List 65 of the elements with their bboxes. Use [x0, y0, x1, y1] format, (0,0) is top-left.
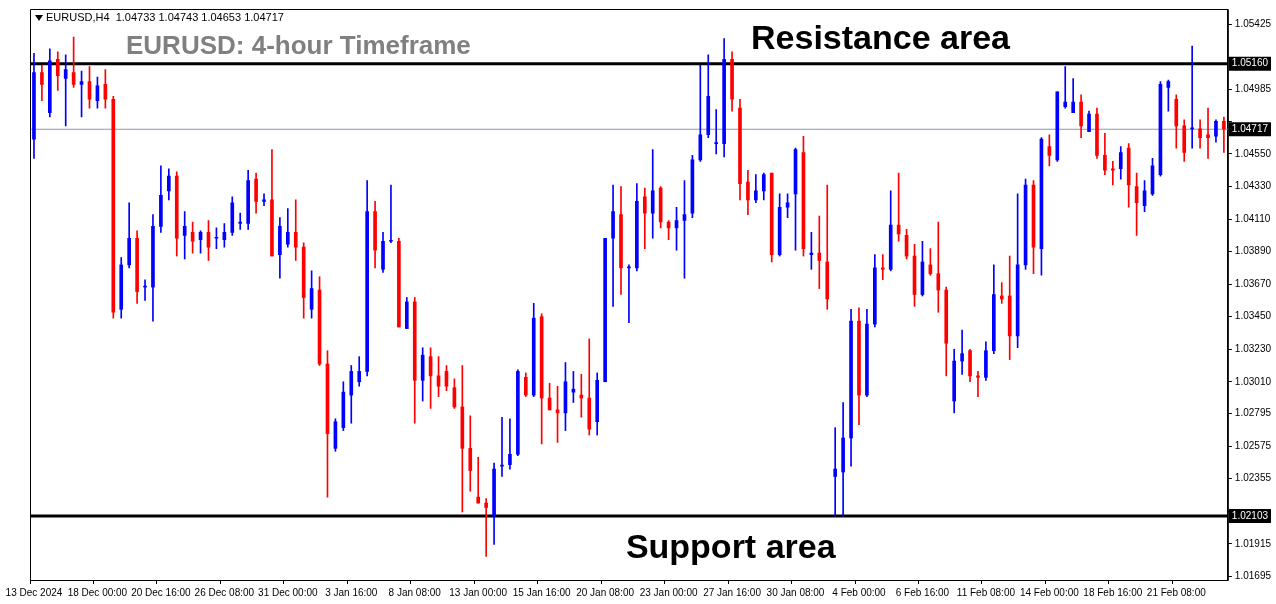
candlestick — [817, 215, 822, 289]
y-tick-label: 1.01695 — [1234, 570, 1272, 582]
candlestick — [1111, 161, 1115, 186]
candlestick — [1190, 45, 1194, 149]
y-tick-label: 1.04330 — [1234, 180, 1272, 192]
x-tick-label: 11 Feb 08:00 — [956, 586, 1016, 598]
candlestick — [484, 498, 488, 557]
y-tick-label: 1.03450 — [1234, 310, 1272, 322]
candlestick — [476, 456, 481, 504]
y-tick-label: 1.04550 — [1234, 147, 1272, 159]
x-tick-label: 20 Dec 16:00 — [131, 586, 192, 598]
candlestick — [182, 211, 187, 260]
candlestick — [238, 212, 243, 230]
annotation: Resistance area — [751, 17, 1012, 56]
candlestick — [833, 427, 838, 517]
candlestick — [293, 199, 298, 261]
y-tick-label: 1.01915 — [1234, 537, 1272, 549]
candlestick — [650, 149, 655, 239]
y-tick-label: 1.03670 — [1234, 277, 1272, 289]
y-tick-label: 1.04985 — [1234, 83, 1272, 95]
annotation: EURUSD,H4 1.04733 1.04743 1.04653 1.04717 — [46, 11, 284, 24]
x-tick-label: 31 Dec 00:00 — [258, 586, 318, 598]
candlestick — [1206, 107, 1210, 159]
x-tick-label: 13 Dec 2024 — [5, 586, 63, 598]
candlestick — [976, 371, 980, 397]
y-tick-label: 1.03890 — [1234, 245, 1272, 257]
x-tick-label: 14 Feb 00:00 — [1019, 586, 1080, 598]
x-tick-label: 18 Feb 16:00 — [1083, 586, 1143, 598]
x-tick-label: 23 Jan 00:00 — [639, 586, 698, 598]
y-tick-label: 1.04110 — [1234, 212, 1271, 224]
ref-line-label: 1.04717 — [1231, 123, 1269, 135]
y-tick-label: 1.02575 — [1234, 439, 1272, 451]
x-tick-label: 27 Jan 16:00 — [703, 586, 762, 598]
x-tick-label: 26 Dec 08:00 — [194, 586, 255, 598]
candlestick — [389, 184, 393, 244]
candlestick — [714, 109, 719, 155]
x-tick-label: 6 Feb 16:00 — [895, 586, 950, 598]
x-tick-label: 20 Jan 08:00 — [576, 586, 635, 598]
x-tick-label: 3 Jan 16:00 — [325, 586, 378, 598]
annotation: Support area — [625, 526, 837, 565]
candlestick — [579, 374, 584, 418]
x-tick-label: 4 Feb 00:00 — [832, 586, 887, 598]
candlestick — [63, 54, 68, 127]
y-tick-label: 1.05425 — [1234, 18, 1272, 30]
x-tick-label: 15 Jan 16:00 — [512, 586, 572, 598]
ref-line-label: 1.05160 — [1231, 57, 1269, 69]
x-tick-label: 21 Feb 08:00 — [1146, 586, 1207, 598]
candlestick — [1222, 116, 1226, 153]
candlestick — [508, 418, 512, 470]
candlestick — [960, 329, 964, 375]
x-tick-label: 13 Jan 00:00 — [449, 586, 508, 598]
y-tick-label: 1.03010 — [1234, 375, 1272, 387]
x-tick-label: 18 Dec 00:00 — [67, 586, 128, 598]
y-tick-label: 1.02795 — [1234, 407, 1272, 419]
candlestick — [936, 221, 941, 313]
text: EURUSD: 4-hour Timeframe — [126, 30, 471, 61]
candlestick — [999, 282, 1004, 304]
candlestick — [611, 184, 615, 307]
x-tick-label: 30 Jan 08:00 — [766, 586, 825, 598]
ref-line-label: 1.02103 — [1231, 509, 1269, 521]
candlestick — [1063, 66, 1068, 109]
x-tick-label: 8 Jan 08:00 — [388, 586, 442, 598]
candlestick — [880, 254, 885, 281]
y-tick-label: 1.02355 — [1234, 472, 1272, 484]
y-tick-label: 1.03230 — [1234, 342, 1272, 354]
